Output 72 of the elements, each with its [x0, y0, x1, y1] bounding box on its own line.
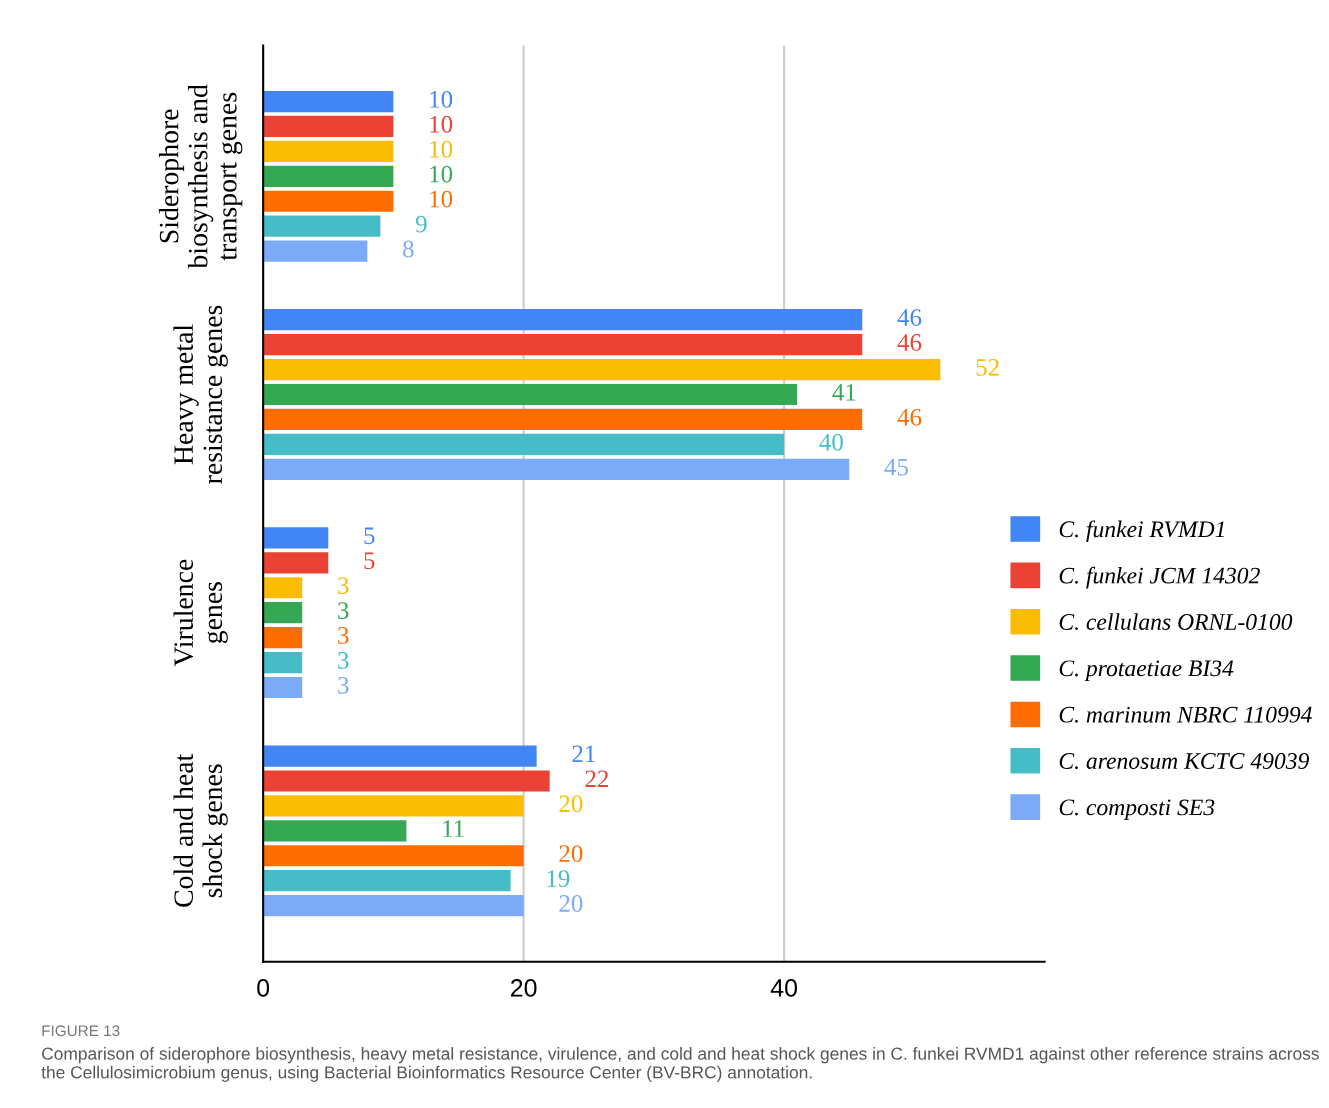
bar	[263, 140, 394, 162]
bar	[263, 651, 303, 674]
bar	[263, 115, 394, 138]
bar	[263, 309, 863, 331]
bar	[263, 334, 863, 356]
data-label: 40	[819, 433, 843, 451]
legend-label: C. funkei JCM 14302	[1059, 566, 1260, 589]
data-label: 19	[547, 870, 570, 887]
bar	[263, 383, 798, 406]
bar	[263, 820, 407, 842]
data-label: 21	[572, 745, 595, 763]
bar	[263, 676, 303, 699]
y-tick-label: Heavy metal resistance genes	[173, 305, 228, 484]
legend-label: C. cellulans ORNL-0100	[1059, 613, 1293, 631]
bar	[263, 215, 381, 237]
data-label: 10	[430, 90, 453, 108]
data-label: 3	[338, 676, 349, 694]
bar	[263, 870, 511, 892]
bar	[263, 433, 785, 455]
bar	[263, 358, 941, 381]
bar	[263, 458, 850, 480]
x-tick-label: 40	[770, 979, 798, 997]
bar	[263, 577, 303, 599]
caption: FIGURE 13	[42, 1025, 120, 1037]
data-label: 11	[443, 820, 464, 837]
data-label: 3	[338, 602, 349, 619]
legend-label: C. marinum NBRC 110994	[1059, 706, 1312, 723]
legend-label: C. arenosum KCTC 49039	[1059, 753, 1309, 770]
bar	[263, 770, 550, 792]
data-label: 45	[884, 458, 908, 476]
bar	[263, 165, 394, 187]
data-label: 46	[897, 309, 922, 326]
data-label: 5	[364, 527, 375, 545]
bar	[263, 745, 537, 767]
data-label: 10	[430, 115, 453, 133]
data-label: 41	[832, 384, 856, 401]
bar	[263, 845, 524, 867]
y-tick-label: Virulence genes	[173, 559, 228, 667]
data-label: 20	[559, 895, 583, 912]
bar	[263, 895, 524, 917]
bar	[263, 552, 329, 574]
data-label: 22	[585, 770, 609, 787]
legend-label: C. composti SE3	[1059, 799, 1215, 821]
data-label: 10	[430, 140, 453, 158]
x-tick-label: 20	[510, 979, 537, 997]
bar	[263, 795, 524, 817]
data-label: 3	[338, 627, 349, 644]
bar	[263, 627, 303, 649]
data-label: 20	[559, 845, 583, 863]
y-tick-label: Cold and heat shock genes	[173, 753, 228, 907]
data-label: 8	[403, 240, 414, 258]
data-label: 20	[559, 795, 583, 813]
data-label: 46	[897, 334, 922, 351]
bar	[263, 240, 368, 262]
bar	[263, 90, 394, 113]
y-tick-label: Siderophore biosynthesis and transport genes	[158, 84, 243, 269]
bar	[263, 602, 303, 624]
data-label: 3	[338, 652, 349, 669]
bar	[263, 190, 394, 212]
data-label: 10	[430, 165, 453, 183]
data-label: 5	[364, 552, 375, 570]
legend-label: C. funkei RVMD1	[1059, 520, 1224, 543]
text: Comparison of siderophore biosynthesis, heavy metal resistance, virulence, and cold and heat shock genes in C. funkei RVMD1 against other reference strains across the Cellulosimicrobium genus, using Bacterial Bioinformatics Resource Center (BV-BRC) annotation.	[41, 1047, 1319, 1082]
data-label: 9	[415, 215, 427, 233]
data-label: 10	[430, 190, 453, 208]
bar	[263, 408, 863, 431]
data-label: 52	[976, 359, 999, 376]
legend-label: C. protaetiae BI34	[1059, 660, 1234, 682]
data-label: 46	[897, 408, 922, 426]
bar	[263, 527, 329, 549]
x-tick-label: 0	[257, 979, 270, 997]
data-label: 3	[338, 577, 349, 594]
